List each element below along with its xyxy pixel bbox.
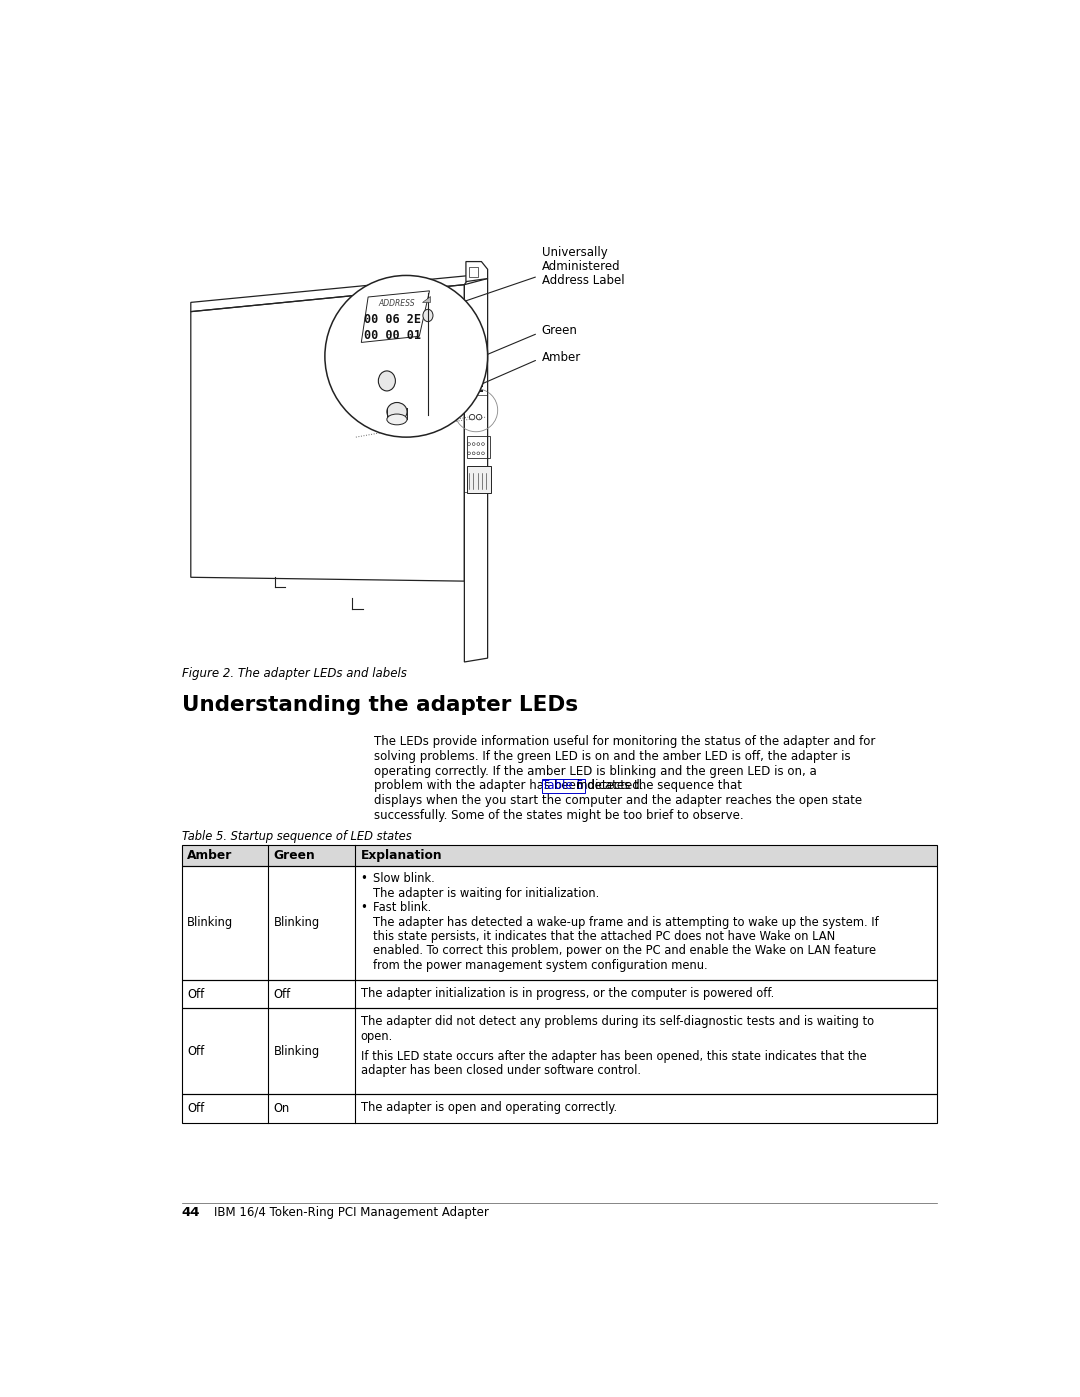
Bar: [480, 384, 483, 387]
Text: Universally: Universally: [542, 246, 608, 260]
Bar: [474, 384, 477, 387]
Bar: [469, 380, 472, 381]
Bar: [181, 981, 937, 1009]
Text: 44: 44: [181, 1207, 200, 1220]
Text: Blinking: Blinking: [274, 916, 320, 929]
Text: Amber: Amber: [187, 849, 232, 862]
Text: indicates the sequence that: indicates the sequence that: [573, 780, 742, 792]
Text: Off: Off: [187, 1102, 204, 1115]
Text: •: •: [361, 873, 367, 886]
Text: Administered: Administered: [542, 260, 621, 274]
Text: from the power management system configuration menu.: from the power management system configu…: [373, 958, 707, 972]
Text: The adapter did not detect any problems during its self-diagnostic tests and is : The adapter did not detect any problems …: [361, 1016, 874, 1028]
Text: displays when the you start the computer and the adapter reaches the open state: displays when the you start the computer…: [374, 795, 862, 807]
Polygon shape: [422, 296, 430, 302]
Polygon shape: [464, 278, 488, 662]
Text: Green: Green: [274, 849, 315, 862]
Text: enabled. To correct this problem, power on the PC and enable the Wake on LAN fea: enabled. To correct this problem, power …: [373, 944, 876, 957]
Text: ADDRESS: ADDRESS: [379, 299, 416, 309]
Text: If this LED state occurs after the adapter has been opened, this state indicates: If this LED state occurs after the adapt…: [361, 1051, 866, 1063]
Text: Table 5. Startup sequence of LED states: Table 5. Startup sequence of LED states: [181, 830, 411, 842]
Bar: [181, 1009, 937, 1094]
Text: On: On: [274, 1102, 291, 1115]
Text: problem with the adapter has been detected.: problem with the adapter has been detect…: [374, 780, 647, 792]
Text: The adapter initialization is in progress, or the computer is powered off.: The adapter initialization is in progres…: [361, 988, 774, 1000]
Bar: [181, 1094, 937, 1123]
Text: Explanation: Explanation: [361, 849, 443, 862]
Text: Blinking: Blinking: [274, 1045, 320, 1058]
Text: Address Label: Address Label: [542, 274, 624, 286]
Text: Off: Off: [187, 988, 204, 1000]
Circle shape: [325, 275, 488, 437]
Ellipse shape: [387, 402, 407, 420]
Text: The adapter is waiting for initialization.: The adapter is waiting for initializatio…: [373, 887, 599, 900]
Text: IBM 16/4 Token-Ring PCI Management Adapter: IBM 16/4 Token-Ring PCI Management Adapt…: [214, 1207, 489, 1220]
Text: adapter has been closed under software control.: adapter has been closed under software c…: [361, 1065, 640, 1077]
Text: Understanding the adapter LEDs: Understanding the adapter LEDs: [181, 696, 578, 715]
Text: Slow blink.: Slow blink.: [373, 873, 435, 886]
Bar: [468, 370, 487, 395]
Text: solving problems. If the green LED is on and the amber LED is off, the adapter i: solving problems. If the green LED is on…: [374, 750, 850, 763]
Text: Off: Off: [187, 1045, 204, 1058]
Bar: [480, 380, 483, 381]
Bar: [469, 390, 472, 393]
Polygon shape: [362, 291, 430, 342]
Text: operating correctly. If the amber LED is blinking and the green LED is on, a: operating correctly. If the amber LED is…: [374, 764, 816, 778]
Bar: [469, 384, 472, 387]
Text: 00 06 2E: 00 06 2E: [364, 313, 421, 326]
Bar: [469, 374, 472, 376]
Bar: [467, 436, 490, 458]
Bar: [480, 374, 483, 376]
Text: Off: Off: [274, 988, 292, 1000]
Text: Green: Green: [542, 324, 578, 338]
Text: The adapter is open and operating correctly.: The adapter is open and operating correc…: [361, 1101, 617, 1115]
Bar: [181, 866, 937, 981]
Polygon shape: [465, 261, 488, 282]
Bar: [467, 465, 490, 493]
Text: successfully. Some of the states might be too brief to observe.: successfully. Some of the states might b…: [374, 809, 743, 821]
Text: The LEDs provide information useful for monitoring the status of the adapter and: The LEDs provide information useful for …: [374, 735, 875, 749]
Bar: [474, 374, 477, 376]
Bar: [474, 380, 477, 381]
Text: •: •: [361, 901, 367, 914]
Ellipse shape: [423, 309, 433, 321]
Bar: [480, 390, 483, 393]
Text: Amber: Amber: [542, 351, 581, 365]
Bar: [474, 390, 477, 393]
Text: The adapter has detected a wake-up frame and is attempting to wake up the system: The adapter has detected a wake-up frame…: [373, 915, 879, 929]
Ellipse shape: [387, 414, 407, 425]
Text: 00 00 01: 00 00 01: [364, 330, 421, 342]
Text: Table 5: Table 5: [542, 780, 584, 792]
Text: this state persists, it indicates that the attached PC does not have Wake on LAN: this state persists, it indicates that t…: [373, 930, 835, 943]
Ellipse shape: [378, 372, 395, 391]
Text: Blinking: Blinking: [187, 916, 233, 929]
Text: Fast blink.: Fast blink.: [373, 901, 431, 914]
Text: open.: open.: [361, 1030, 393, 1042]
Bar: [181, 845, 937, 866]
Text: Figure 2. The adapter LEDs and labels: Figure 2. The adapter LEDs and labels: [181, 668, 406, 680]
